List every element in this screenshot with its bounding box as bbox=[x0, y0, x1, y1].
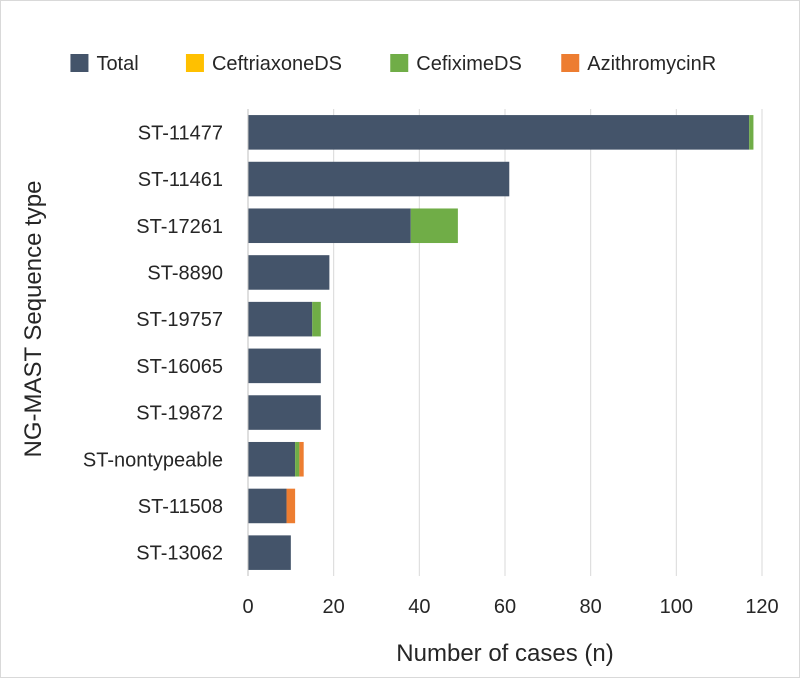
y-tick-label-st-19872: ST-19872 bbox=[136, 403, 223, 425]
bar-st-11477-total bbox=[248, 115, 750, 150]
legend-swatch-cefiximeds bbox=[390, 54, 409, 72]
y-tick-label-st-11461: ST-11461 bbox=[138, 169, 223, 191]
y-tick-label-st-11508: ST-11508 bbox=[138, 496, 223, 518]
legend-label-ceftriaxoneds: CeftriaxoneDS bbox=[212, 53, 342, 75]
bar-st-17261-total bbox=[248, 208, 411, 244]
bar-st-11508-total bbox=[248, 488, 287, 524]
bars bbox=[248, 115, 754, 570]
bar-st-11508-azithromycinr bbox=[286, 488, 296, 524]
bar-st-nontypeable-cefiximeds bbox=[295, 441, 300, 477]
x-tick-labels: 0 20 40 60 80 100 120 bbox=[242, 596, 778, 618]
y-tick-label-st-13062: ST-13062 bbox=[136, 543, 223, 565]
bar-st-nontypeable-azithromycinr bbox=[299, 441, 304, 477]
x-axis-title: Number of cases (n) bbox=[396, 640, 613, 667]
bar-st-19872-total bbox=[248, 395, 321, 430]
y-tick-label-st-17261: ST-17261 bbox=[136, 216, 223, 238]
y-tick-label-st-8890: ST-8890 bbox=[147, 262, 223, 284]
bar-st-8890-total bbox=[248, 255, 330, 290]
legend-label-azithromycinr: AzithromycinR bbox=[587, 53, 716, 75]
legend-swatch-ceftriaxoneds bbox=[185, 54, 204, 72]
x-tick-label-120: 120 bbox=[745, 596, 778, 618]
bar-st-13062-total bbox=[248, 535, 291, 570]
bar-st-16065-total bbox=[248, 348, 321, 384]
legend: Total CeftriaxoneDS CefiximeDS Azithromycin… bbox=[70, 53, 716, 75]
bar-st-11477-cefiximeds bbox=[749, 115, 754, 150]
x-tick-label-0: 0 bbox=[242, 596, 253, 618]
legend-label-cefiximeds: CefiximeDS bbox=[416, 53, 522, 75]
x-tick-label-20: 20 bbox=[323, 596, 345, 618]
x-tick-label-60: 60 bbox=[494, 596, 516, 618]
x-tick-label-40: 40 bbox=[408, 596, 430, 618]
bar-st-nontypeable-total bbox=[248, 441, 296, 477]
y-tick-labels: ST-11477 ST-11461 ST-17261 ST-8890 ST-19757 S… bbox=[83, 122, 223, 564]
legend-swatch-azithromycinr bbox=[561, 54, 580, 72]
y-tick-label-st-nontypeable: ST-nontypeable bbox=[83, 449, 223, 471]
x-tick-label-80: 80 bbox=[580, 596, 602, 618]
y-tick-label-st-16065: ST-16065 bbox=[136, 356, 223, 378]
legend-label-total: Total bbox=[96, 53, 138, 75]
y-tick-label-st-11477: ST-11477 bbox=[138, 122, 223, 144]
legend-swatch-total bbox=[70, 54, 89, 72]
bar-st-19757-total bbox=[248, 301, 313, 337]
bar-st-11461-total bbox=[248, 161, 510, 197]
bar-st-17261-cefiximeds bbox=[410, 208, 458, 244]
bar-st-19757-cefiximeds bbox=[312, 301, 321, 337]
y-tick-label-st-19757: ST-19757 bbox=[136, 309, 223, 331]
y-axis-title: NG-MAST Sequence type bbox=[20, 180, 47, 457]
x-tick-label-100: 100 bbox=[660, 596, 693, 618]
